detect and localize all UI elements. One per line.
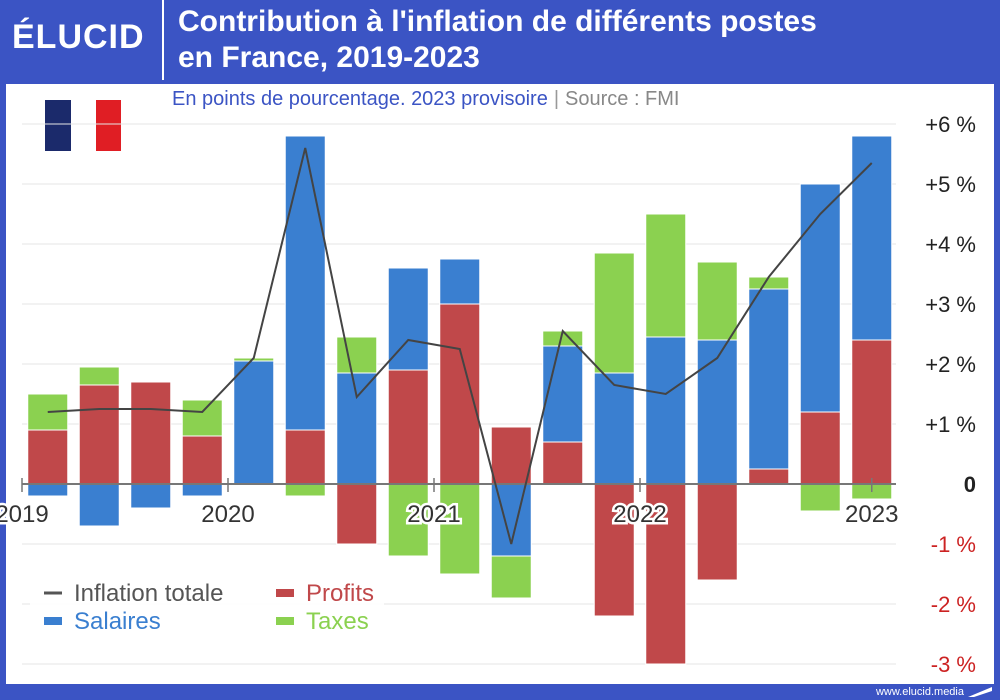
title-line-1: Contribution à l'inflation de différents… — [178, 5, 817, 38]
bar-salaires — [851, 135, 893, 341]
bar-profits — [181, 435, 223, 485]
france-flag-icon — [45, 100, 121, 151]
footer-url: www.elucid.media — [875, 686, 964, 698]
bar-profits — [439, 303, 481, 485]
y-tick-label: +4 % — [925, 232, 976, 257]
bar-salaires — [27, 483, 69, 497]
bar-salaires — [387, 267, 429, 371]
y-tick-label: -3 % — [931, 652, 976, 677]
legend-background — [30, 574, 384, 634]
bar-taxes — [490, 555, 532, 599]
bar-profits — [336, 483, 378, 545]
bar-taxes — [387, 483, 429, 557]
bar-taxes — [78, 366, 120, 386]
legend-label-taxes: Taxes — [306, 608, 369, 635]
x-axis-label: 2023 — [845, 501, 898, 528]
legend-swatch-taxes — [276, 617, 294, 625]
bar-profits — [387, 369, 429, 485]
x-axis-label: 2022 — [613, 501, 666, 528]
subtitle-text: En points de pourcentage. 2023 provisoir… — [172, 88, 548, 110]
source-text: Source : FMI — [565, 88, 680, 110]
x-axis-label: 2020 — [201, 501, 254, 528]
bar-taxes — [336, 336, 378, 374]
bar-profits — [748, 468, 790, 485]
y-tick-label: +3 % — [925, 292, 976, 317]
bar-taxes — [181, 399, 223, 437]
y-tick-label: -1 % — [931, 532, 976, 557]
bar-salaires — [181, 483, 223, 497]
bar-salaires — [593, 372, 635, 485]
bar-profits — [78, 384, 120, 485]
legend: Inflation totale Profits Salaires Taxes — [30, 574, 384, 635]
legend-label-salaires: Salaires — [74, 608, 161, 635]
bar-profits — [490, 426, 532, 485]
bar-profits — [27, 429, 69, 485]
bar-salaires — [439, 258, 481, 305]
bar-taxes — [799, 483, 841, 512]
legend-swatch-salaires — [44, 617, 62, 625]
bar-taxes — [439, 483, 481, 575]
bar-taxes — [593, 252, 635, 374]
bar-taxes — [284, 483, 326, 497]
bar-profits — [593, 483, 635, 617]
bar-salaires — [284, 135, 326, 431]
bar-taxes — [696, 261, 738, 341]
bar-profits — [645, 483, 687, 665]
legend-swatch-profits — [276, 589, 294, 597]
logo-box: ÉLUCID — [0, 0, 164, 80]
legend-label-profits: Profits — [306, 580, 374, 607]
x-axis-label: 2021 — [407, 501, 460, 528]
bar-profits — [284, 429, 326, 485]
x-axis-label: 2019 — [0, 501, 49, 528]
bar-salaires — [696, 339, 738, 485]
y-tick-label: -2 % — [931, 592, 976, 617]
bar-salaires — [645, 336, 687, 485]
bar-profits — [130, 381, 172, 485]
y-tick-label: +5 % — [925, 172, 976, 197]
subtitle-separator: | — [553, 88, 560, 110]
chart-title: Contribution à l'inflation de différents… — [178, 4, 988, 76]
elucid-logo: ÉLUCID — [12, 18, 145, 56]
y-tick-label: +2 % — [925, 352, 976, 377]
bar-salaires — [78, 483, 120, 527]
inflation-line — [47, 147, 873, 545]
bar-salaires — [799, 183, 841, 413]
bar-profits — [851, 339, 893, 485]
y-tick-label: +6 % — [925, 112, 976, 137]
y-tick-label: +1 % — [925, 412, 976, 437]
bar-salaires — [542, 345, 584, 443]
bar-profits — [799, 411, 841, 485]
inflation-totale-line — [47, 147, 873, 545]
bar-profits — [542, 441, 584, 485]
bar-salaires — [130, 483, 172, 509]
bar-profits — [696, 483, 738, 581]
chart-subtitle: En points de pourcentage. 2023 provisoir… — [172, 88, 680, 111]
y-axis-ticks: +6 % +5 % +4 % +3 % +2 % +1 % 0 -1 % -2 % -3 % — [925, 112, 976, 677]
legend-label-inflation-totale: Inflation totale — [74, 580, 223, 607]
bar-salaires — [233, 360, 275, 485]
elucid-mark-icon — [968, 687, 992, 697]
bar-salaires — [748, 288, 790, 470]
title-line-2: en France, 2019-2023 — [178, 41, 480, 74]
bar-taxes — [645, 213, 687, 338]
x-axis-labels: 2019 2020 2021 2022 2023 — [0, 478, 901, 531]
bar-salaires — [336, 372, 378, 485]
y-tick-label: 0 — [964, 472, 976, 497]
